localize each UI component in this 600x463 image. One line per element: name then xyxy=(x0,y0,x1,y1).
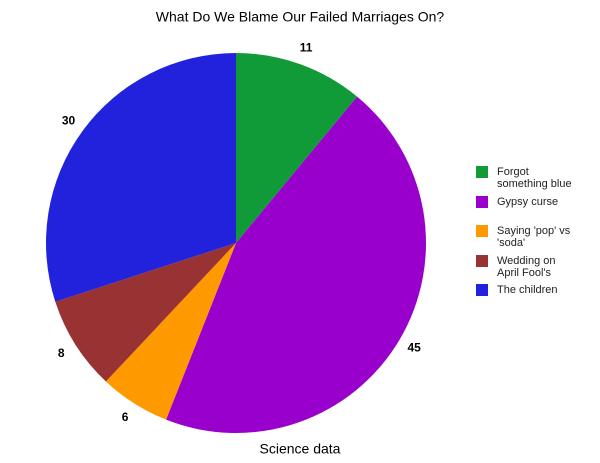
legend-swatch xyxy=(476,254,488,267)
pie-slice xyxy=(45,53,237,302)
chart-title: What Do We Blame Our Failed Marriages On… xyxy=(156,9,445,25)
data-label: 45 xyxy=(407,341,421,355)
x-axis-label: Science data xyxy=(260,441,341,457)
legend-swatch xyxy=(476,166,488,178)
pie-slice xyxy=(166,96,427,434)
legend-label: Wedding on April Fool's xyxy=(497,254,556,279)
legend-label: Saying 'pop' vs 'soda' xyxy=(497,225,571,249)
legend-swatch xyxy=(476,225,488,237)
pie-slice xyxy=(236,53,358,243)
legend-label: The children xyxy=(497,284,558,296)
data-label: 11 xyxy=(300,40,313,54)
legend-label: Forgot something blue xyxy=(497,166,572,190)
data-label: 30 xyxy=(62,114,76,128)
data-label: 8 xyxy=(58,346,65,360)
legend-swatch xyxy=(476,284,488,296)
pie-slice xyxy=(105,243,236,420)
legend-label: Gypsy curse xyxy=(497,195,559,208)
pie-slice xyxy=(55,243,237,382)
legend-swatch xyxy=(476,195,488,208)
data-label: 6 xyxy=(122,410,129,424)
